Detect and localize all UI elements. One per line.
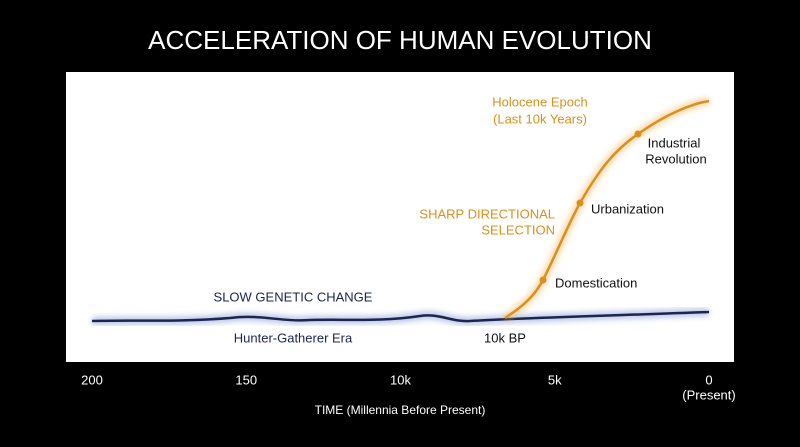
x-tick-label: 0 — [705, 372, 712, 387]
annotation: (Last 10k Years) — [493, 111, 587, 126]
point — [539, 276, 547, 284]
point — [634, 130, 642, 138]
annotation: 10k BP — [484, 330, 526, 345]
x-tick-label: 10k — [390, 372, 411, 387]
x-tick-label: 200 — [81, 372, 103, 387]
annotation: Hunter-Gatherer Era — [234, 330, 353, 345]
annotation: Revolution — [645, 151, 706, 166]
point — [576, 199, 584, 207]
x-tick-label: 5k — [548, 372, 562, 387]
x-tick-label: 150 — [235, 372, 257, 387]
annotation: SLOW GENETIC CHANGE — [214, 289, 373, 304]
chart-title: ACCELERATION OF HUMAN EVOLUTION — [148, 25, 652, 55]
annotation: SELECTION — [481, 222, 555, 237]
axis-label: TIME (Millennia Before Present) — [315, 403, 486, 417]
annotation: SHARP DIRECTIONAL — [419, 206, 555, 221]
annotation: Industrial — [648, 135, 701, 150]
annotation: Domestication — [555, 275, 637, 290]
x-tick-label: (Present) — [682, 387, 735, 402]
genetic-line — [91, 310, 710, 323]
x-axis: 200 150 10k 5k 0 — [81, 372, 712, 387]
annotation: Urbanization — [591, 201, 664, 216]
annotation: Holocene Epoch — [492, 94, 587, 109]
